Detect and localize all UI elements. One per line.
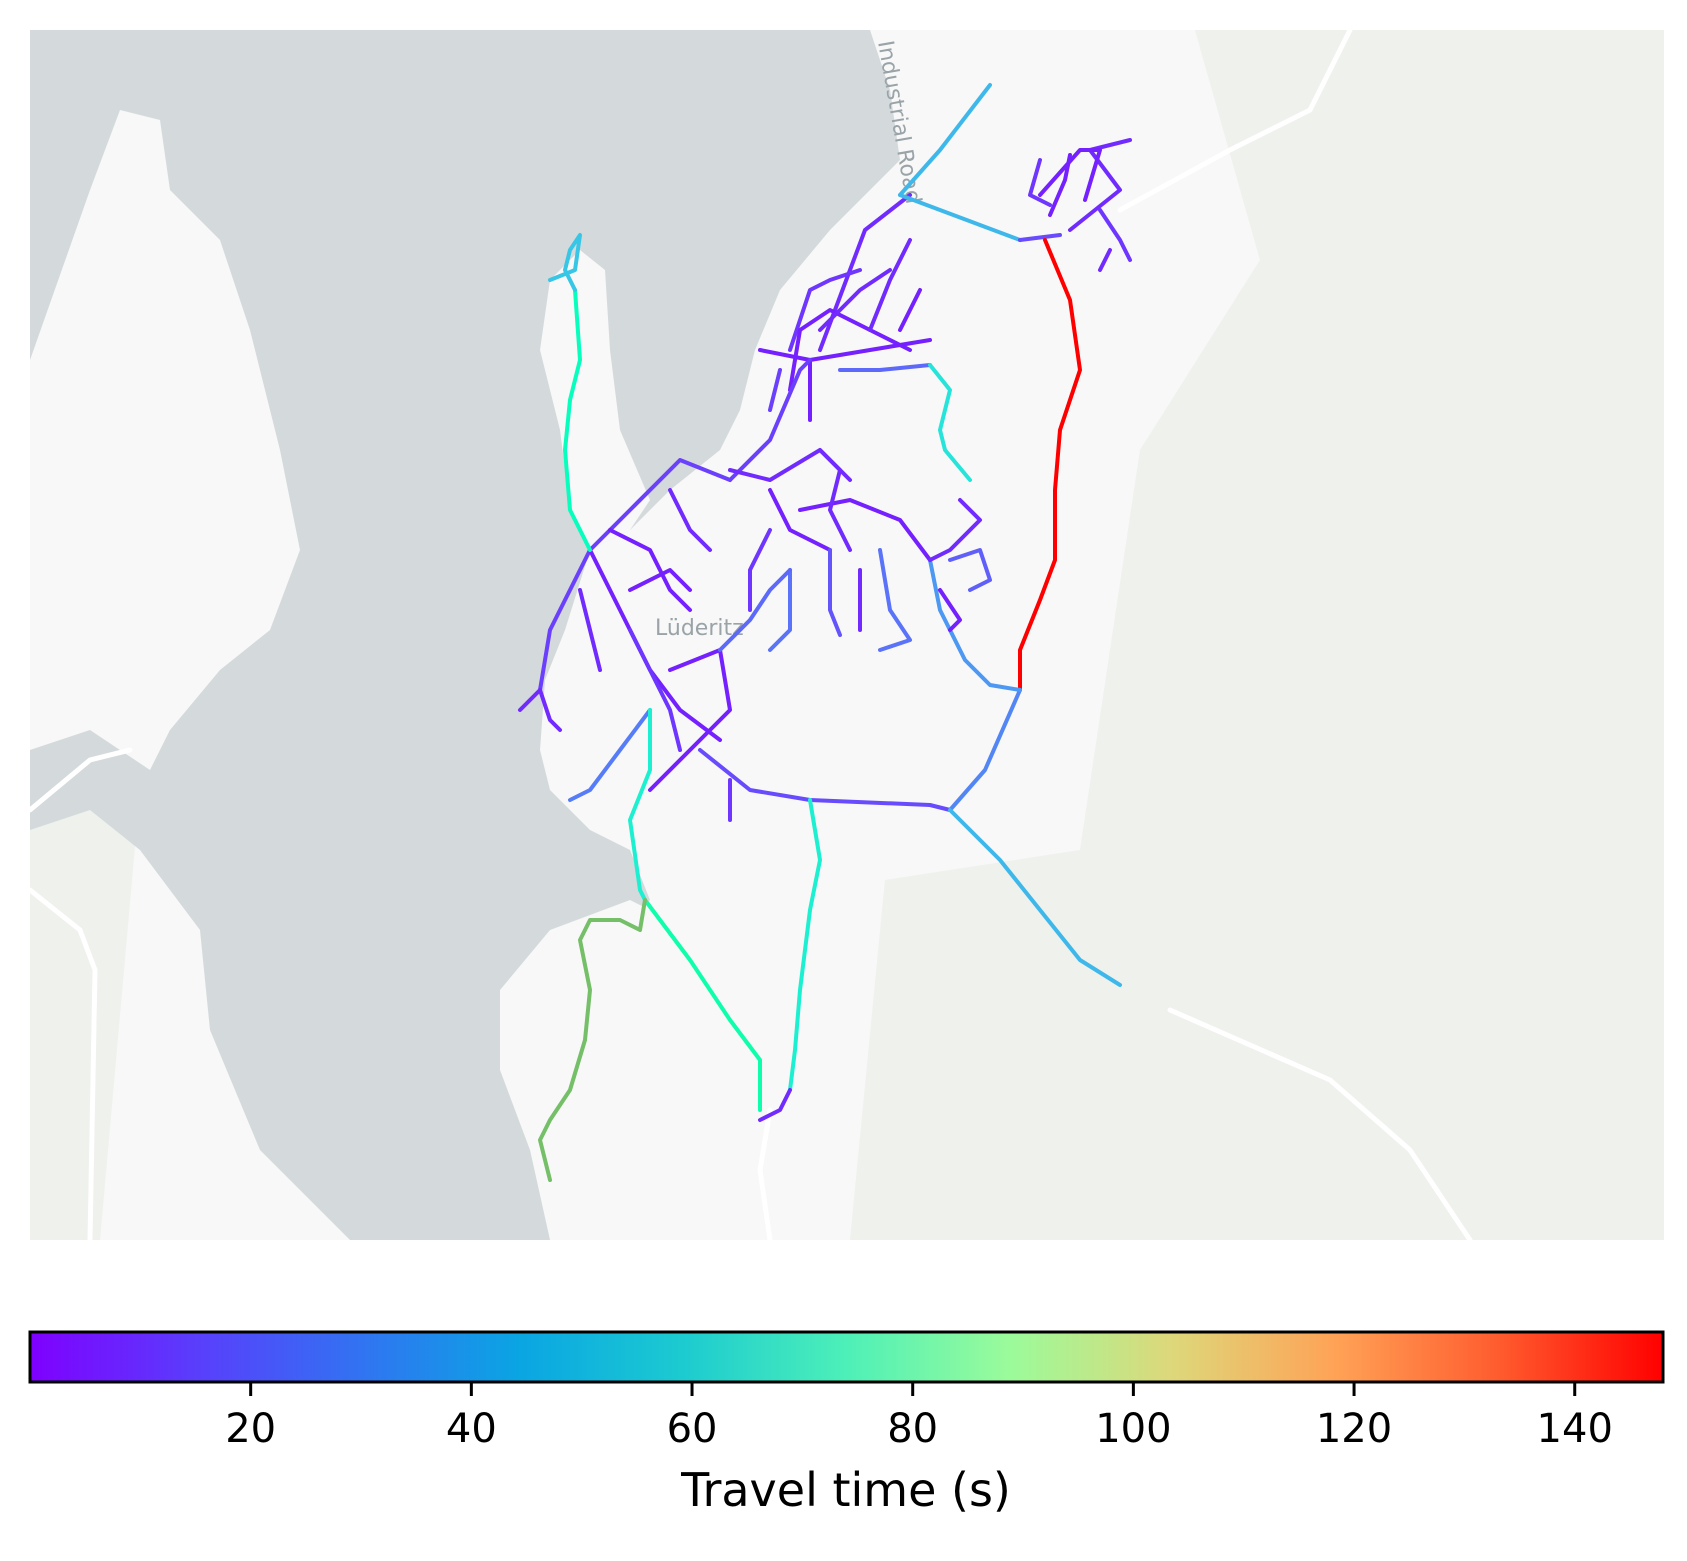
southern-headland — [500, 900, 690, 1240]
western-peninsula — [30, 110, 300, 770]
road-edge — [563, 288, 592, 552]
road-edge — [568, 708, 652, 802]
colorbar-tick-label: 60 — [667, 1406, 718, 1452]
road-edge — [728, 358, 812, 482]
colorbar-tick-label: 20 — [225, 1406, 276, 1452]
road-edge — [668, 488, 712, 552]
park-area-west — [30, 750, 140, 1240]
basemap-roads — [30, 30, 1473, 1240]
road-edge — [838, 363, 932, 372]
road-edge — [928, 498, 982, 562]
road-edge — [1038, 148, 1102, 202]
road-edge — [938, 588, 962, 632]
road-edge — [1018, 233, 1062, 242]
road-edge — [898, 83, 992, 197]
road-edge — [643, 898, 762, 1112]
road-edge — [628, 628, 682, 752]
road-edge — [718, 568, 792, 652]
road-edge — [928, 558, 1022, 692]
colorbar-tick-label: 120 — [1316, 1406, 1392, 1452]
road-edge — [818, 268, 892, 332]
road-edge — [898, 193, 1022, 242]
road-edge — [818, 448, 852, 552]
park-area-east — [850, 30, 1664, 1240]
road-edge — [628, 568, 692, 592]
road-edge — [608, 528, 692, 612]
road-edge — [1048, 153, 1072, 217]
road-edge — [768, 488, 832, 552]
colorbar-tick-label: 140 — [1537, 1406, 1613, 1452]
road-edge — [648, 648, 732, 792]
road-edge — [628, 708, 652, 902]
road-edge — [578, 588, 602, 672]
colorbar-tick-label: 40 — [446, 1406, 497, 1452]
road-edge — [518, 688, 542, 712]
place-label: Lüderitz — [655, 616, 744, 641]
road-edge — [1098, 248, 1112, 272]
road-edge — [898, 288, 922, 332]
road-edge — [768, 368, 782, 412]
road-edge — [878, 548, 912, 652]
road-edge — [948, 548, 992, 592]
road-edge — [1068, 138, 1132, 232]
road-edge — [868, 238, 912, 332]
road-edge — [1018, 238, 1082, 692]
colorbar-gradient — [28, 1330, 1665, 1384]
road-edge — [1028, 158, 1052, 207]
travel-time-map: Industrial Road Lüderitz — [30, 30, 1664, 1240]
road-edge — [798, 498, 932, 562]
road-edge — [928, 363, 972, 482]
colorbar-label: Travel time (s) — [680, 1463, 1011, 1517]
road-network — [518, 83, 1132, 1182]
colorbar-ticks: 20 40 60 80 100 120 140 — [225, 1382, 1613, 1452]
road-edge — [748, 528, 772, 612]
road-edge — [768, 568, 792, 652]
road-edge — [538, 688, 562, 732]
road-edge — [788, 798, 822, 1092]
road-edge — [538, 898, 647, 1182]
road-edge — [828, 548, 842, 637]
road-edge — [818, 193, 912, 352]
road-edge — [788, 268, 862, 352]
road-edge — [1098, 208, 1132, 262]
colorbar-tick-label: 100 — [1095, 1406, 1171, 1452]
road-edge — [758, 1088, 792, 1122]
road-edge — [948, 688, 1022, 812]
road-edge — [788, 308, 912, 392]
road-edge — [948, 808, 1122, 987]
colorbar-tick-label: 80 — [887, 1406, 938, 1452]
road-edge — [548, 233, 582, 292]
